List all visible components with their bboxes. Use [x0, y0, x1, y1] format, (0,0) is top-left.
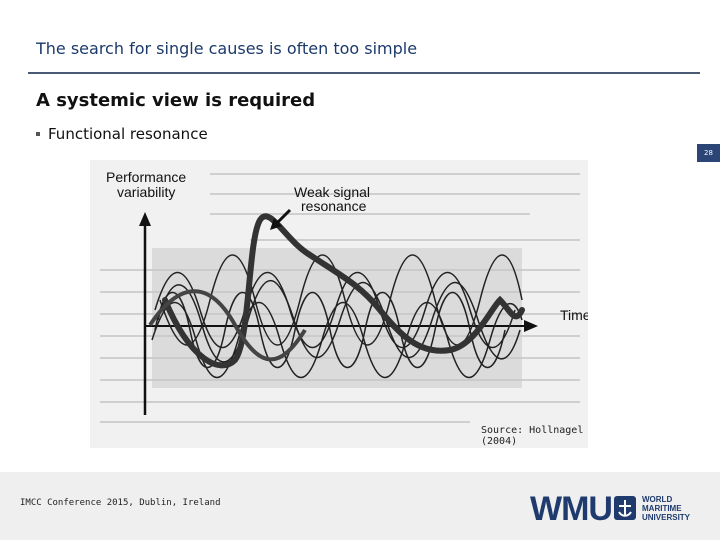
- y-axis-arrow-icon: [139, 212, 151, 226]
- wmu-logo-mark: WMU: [530, 490, 636, 528]
- logo-word-maritime: MARITIME: [642, 504, 682, 513]
- slide-title: The search for single causes is often to…: [36, 39, 418, 58]
- functional-resonance-figure: Performance variability Weak signal reso…: [90, 160, 588, 448]
- pointer-arrow-line: [274, 208, 292, 226]
- footer-conference: IMCC Conference 2015, Dublin, Ireland: [20, 498, 221, 508]
- slide-subtitle: A systemic view is required: [36, 90, 316, 111]
- logo-letters: WMU: [530, 490, 612, 526]
- pointer-arrow-icon: [270, 218, 282, 230]
- wmu-logo: WMU WORLD MARITIME UNIVERSITY: [530, 490, 710, 528]
- logo-word-world: WORLD: [642, 495, 673, 504]
- title-divider: [28, 72, 700, 74]
- anchor-icon: [618, 500, 632, 517]
- figure-source: Source: Hollnagel (2004): [481, 425, 584, 447]
- label-resonance: resonance: [301, 198, 367, 214]
- bullet-square-icon: [36, 132, 40, 136]
- label-performance: Performance: [106, 169, 186, 185]
- label-weak-signal: Weak signal: [294, 184, 370, 200]
- resonance-curve: [162, 213, 525, 369]
- logo-word-university: UNIVERSITY: [642, 513, 691, 522]
- footer-band: [0, 472, 720, 540]
- x-axis-arrow-icon: [524, 320, 538, 332]
- page-number-badge: 28: [697, 144, 720, 162]
- baseline-curve: [148, 289, 307, 362]
- label-variability: variability: [117, 184, 175, 200]
- resonance-diagram: Performance variability Weak signal reso…: [100, 169, 588, 423]
- bullet-text: Functional resonance: [48, 125, 208, 143]
- label-time: Time: [560, 307, 588, 323]
- bullet-item: Functional resonance: [36, 125, 208, 143]
